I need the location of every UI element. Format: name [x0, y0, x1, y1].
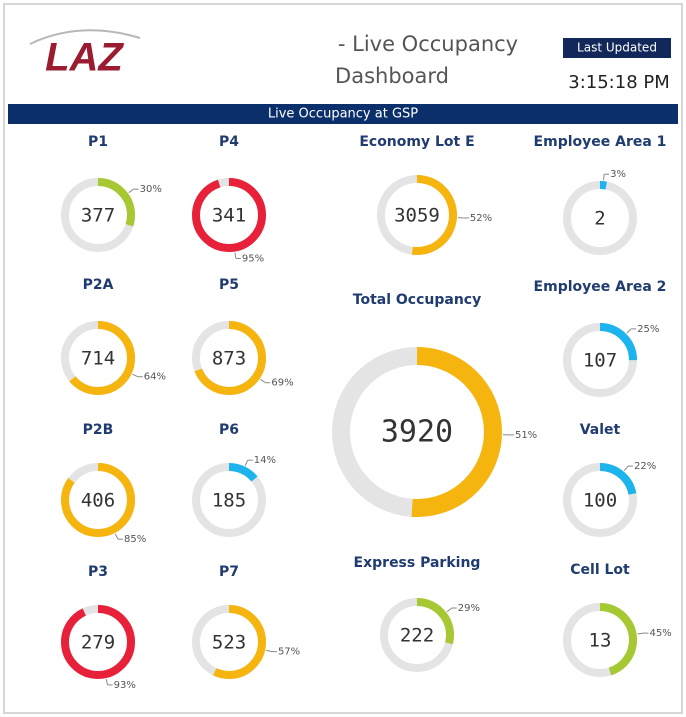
gauge-count: 3059	[394, 205, 440, 227]
percent-leader	[114, 533, 119, 540]
percent-leader	[623, 465, 629, 472]
percent-label: 52%	[470, 213, 492, 224]
gauge-name: P5	[219, 277, 239, 293]
gauge-arc	[380, 598, 454, 672]
percent-leader	[132, 373, 139, 378]
gauge-arc	[61, 321, 135, 395]
gauge-name: P2B	[83, 422, 114, 438]
gauge-name: P1	[88, 134, 108, 150]
gauge-arc	[192, 605, 266, 679]
percent-leader	[446, 607, 453, 613]
gauge-name: Employee Area 1	[534, 134, 667, 150]
percent-leader	[244, 459, 249, 466]
percent-leader	[626, 328, 632, 334]
gauge-arc	[192, 463, 266, 537]
percent-label: 30%	[140, 184, 162, 195]
gauge-name: Employee Area 2	[534, 279, 667, 295]
gauge-count: 107	[583, 350, 617, 372]
percent-leader	[260, 378, 266, 384]
gauge-count: 377	[81, 205, 115, 227]
gauge-arc	[563, 181, 637, 255]
gauge-arc	[61, 605, 135, 679]
percent-label: 85%	[124, 534, 146, 545]
time: 3:15:18 PM	[568, 72, 670, 93]
gauge-arc	[192, 178, 266, 252]
gauge-arc	[563, 323, 637, 397]
title-line: Dashboard	[335, 64, 449, 88]
gauge-name: P4	[219, 134, 239, 150]
gauge-count: 185	[212, 490, 246, 512]
gauge-count: 2	[594, 208, 605, 230]
percent-leader	[234, 252, 237, 259]
percent-label: 25%	[637, 324, 659, 335]
percent-leader	[637, 632, 644, 635]
banner-text: Live Occupancy at GSP	[268, 107, 418, 122]
gauge-arc	[61, 178, 135, 252]
gauge-arc	[563, 463, 637, 537]
percent-label: 57%	[278, 647, 300, 658]
logo: LAZ	[45, 36, 124, 80]
gauge-count: 714	[81, 348, 115, 370]
gauge-arc	[377, 175, 457, 255]
gauge-name: P6	[219, 422, 239, 438]
percent-label: 51%	[515, 430, 537, 441]
gauge-name: P7	[219, 564, 239, 580]
percent-leader	[603, 174, 605, 181]
gauge-count: 3920	[381, 415, 453, 450]
gauge-count: 341	[212, 205, 246, 227]
percent-leader	[265, 649, 273, 653]
percent-label: 95%	[242, 253, 264, 264]
gauge-name: P3	[88, 564, 108, 580]
gauge-arc	[192, 321, 266, 395]
percent-label: 69%	[271, 378, 293, 389]
gauge-count: 13	[589, 630, 612, 652]
gauge-count: 406	[81, 490, 115, 512]
last-updated-badge	[563, 38, 671, 58]
gauge-count: 873	[212, 348, 246, 370]
gauge-count: 100	[583, 490, 617, 512]
gauge-count: 222	[400, 625, 434, 647]
gauge-arc	[332, 347, 502, 517]
gauge-arc	[563, 603, 637, 677]
percent-label: 22%	[634, 461, 656, 472]
title-line: - Live Occupancy	[338, 32, 518, 56]
gauge-arc	[61, 463, 135, 537]
gauge-name: Express Parking	[354, 555, 481, 571]
gauge-name: Cell Lot	[570, 562, 630, 578]
percent-label: 3%	[610, 169, 626, 180]
percent-leader	[128, 188, 134, 194]
gauge-count: 523	[212, 632, 246, 654]
logo-swoosh	[29, 29, 141, 45]
gauge-name: Valet	[580, 422, 621, 438]
percent-label: 45%	[649, 628, 671, 639]
banner	[8, 104, 678, 124]
gauge-count: 279	[81, 632, 115, 654]
gauge-name: Economy Lot E	[359, 134, 474, 150]
percent-label: 14%	[254, 455, 276, 466]
percent-label: 29%	[458, 603, 480, 614]
percent-label: 64%	[144, 372, 166, 383]
percent-label: 93%	[114, 680, 136, 691]
percent-leader	[105, 678, 109, 686]
last-updated-label: Last Updated	[577, 41, 657, 55]
gauge-name: Total Occupancy	[353, 292, 481, 308]
gauge-name: P2A	[83, 277, 114, 293]
